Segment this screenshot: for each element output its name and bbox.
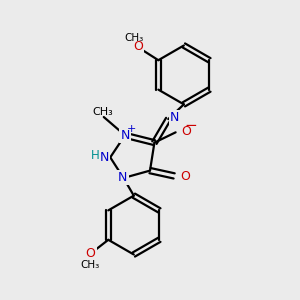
Text: O: O: [181, 170, 190, 183]
Text: O: O: [86, 247, 96, 260]
Text: N: N: [100, 151, 109, 164]
Text: CH₃: CH₃: [80, 260, 99, 270]
Text: +: +: [127, 124, 136, 134]
Text: N: N: [170, 111, 179, 124]
Text: CH₃: CH₃: [92, 107, 113, 117]
Text: −: −: [184, 118, 197, 134]
Text: H: H: [91, 149, 99, 162]
Text: N: N: [118, 172, 128, 184]
Text: N: N: [120, 129, 130, 142]
Text: O: O: [134, 40, 143, 52]
Text: O: O: [181, 125, 191, 138]
Text: CH₃: CH₃: [124, 32, 143, 43]
